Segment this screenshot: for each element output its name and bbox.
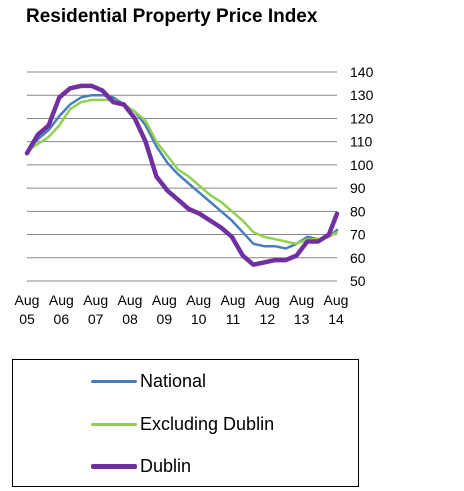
- y-tick-label: 120: [350, 110, 374, 126]
- y-tick-label: 70: [350, 227, 366, 243]
- x-tick-label: 14: [328, 311, 344, 327]
- x-tick-labels: Aug 05 Aug 06 Aug 07 Aug 08 Aug 09 Aug 10 Aug 11 Aug 12…: [15, 292, 349, 327]
- series-line-excluding-dublin: [25, 98, 339, 246]
- y-tick-label: 100: [350, 157, 374, 173]
- legend-label-excluding-dublin: Excluding Dublin: [140, 413, 275, 434]
- chart-plot-area: 50 60 70 80 90 100 110 120 130 140 Aug 05 Aug 06 Aug 0…: [15, 64, 374, 327]
- series-line-national: [25, 93, 339, 250]
- legend-item-national: National: [91, 369, 206, 393]
- x-tick-label: Aug: [152, 292, 177, 308]
- y-tick-label: 90: [350, 180, 366, 196]
- x-tick-label: Aug: [255, 292, 280, 308]
- y-tick-label: 50: [350, 273, 366, 289]
- x-tick-label: Aug: [83, 292, 108, 308]
- series-lines: [24, 83, 340, 267]
- x-tick-label: 10: [191, 311, 207, 327]
- y-tick-label: 130: [350, 87, 374, 103]
- x-tick-label: 05: [19, 311, 35, 327]
- legend-item-dublin: Dublin: [91, 454, 191, 478]
- gridlines: [27, 71, 337, 282]
- x-tick-label: 06: [54, 311, 70, 327]
- x-tick-label: 09: [157, 311, 173, 327]
- y-tick-label: 60: [350, 250, 366, 266]
- x-tick-label: 13: [294, 311, 310, 327]
- legend-swatch-excluding-dublin: [91, 422, 137, 426]
- y-tick-label: 140: [350, 64, 374, 80]
- x-tick-label: 08: [122, 311, 138, 327]
- x-tick-label: 07: [88, 311, 104, 327]
- chart-title: Residential Property Price Index: [26, 6, 318, 27]
- x-tick-label: 11: [226, 311, 241, 327]
- y-tick-label: 110: [350, 134, 373, 150]
- series-line-dublin: [24, 83, 340, 267]
- y-tick-labels: 50 60 70 80 90 100 110 120 130 140: [350, 64, 374, 289]
- x-tick-label: Aug: [118, 292, 143, 308]
- x-tick-label: Aug: [15, 292, 40, 308]
- x-tick-label: Aug: [49, 292, 74, 308]
- legend-item-excluding-dublin: Excluding Dublin: [91, 412, 274, 436]
- x-tick-label: Aug: [221, 292, 246, 308]
- x-tick-label: Aug: [324, 292, 349, 308]
- x-tick-label: Aug: [289, 292, 314, 308]
- x-tick-label: 12: [260, 311, 276, 327]
- legend-label-national: National: [140, 370, 207, 391]
- y-tick-label: 80: [350, 203, 366, 219]
- legend-swatch-dublin: [91, 463, 137, 469]
- legend-swatch-national: [91, 379, 137, 383]
- x-tick-label: Aug: [186, 292, 211, 308]
- legend-label-dublin: Dublin: [140, 455, 192, 476]
- legend: National Excluding Dublin Dublin: [12, 359, 359, 487]
